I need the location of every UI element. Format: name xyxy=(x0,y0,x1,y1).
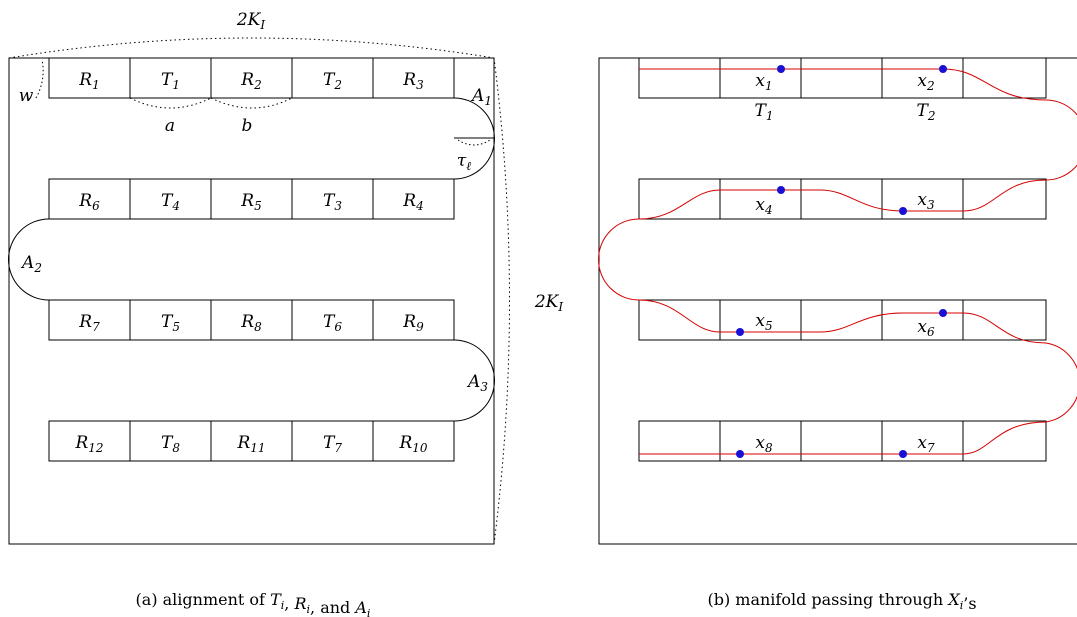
cell-label-R9: R9 xyxy=(402,312,424,334)
point-label-x2: x2 xyxy=(917,71,934,93)
row-4 xyxy=(48,420,455,462)
point-x4 xyxy=(777,186,785,194)
cell-R10 xyxy=(372,420,455,462)
cell-label-T6: T6 xyxy=(323,312,342,334)
b-cell xyxy=(638,420,721,462)
caption-b: (b) manifold passing through Xi’s xyxy=(707,590,976,613)
b-row-1 xyxy=(638,57,1047,99)
a-label: a xyxy=(165,116,175,136)
width-brace xyxy=(8,37,495,59)
arc-label-A2: A2 xyxy=(20,253,42,275)
height-brace xyxy=(493,57,510,545)
point-x5 xyxy=(736,328,744,336)
cell-R3 xyxy=(372,57,455,99)
b-label: b xyxy=(242,116,253,136)
cell-label-R2: R2 xyxy=(240,70,261,92)
arc-A2 xyxy=(8,218,50,301)
cell-label-T8: T8 xyxy=(161,433,180,455)
arc-label-A1: A1 xyxy=(470,86,492,108)
cell-label-R10: R10 xyxy=(398,433,427,455)
point-x7 xyxy=(899,450,907,458)
b-cell xyxy=(800,178,883,220)
b-cell xyxy=(638,178,721,220)
b-cell xyxy=(800,420,883,462)
cell-label-R5: R5 xyxy=(240,191,261,213)
cell-label-R7: R7 xyxy=(78,312,100,334)
b-cell xyxy=(638,299,721,341)
point-label-x4: x4 xyxy=(755,195,772,217)
manifold-curve xyxy=(598,68,1077,455)
b-cell xyxy=(638,57,721,99)
cell-label-T7: T7 xyxy=(323,433,342,455)
tau-label: τℓ xyxy=(457,151,471,173)
b-cell xyxy=(962,57,1047,99)
point-label-x1: x1 xyxy=(755,71,772,93)
b-cell xyxy=(962,420,1047,462)
cell-label-T5: T5 xyxy=(161,312,180,334)
b-cell xyxy=(800,57,883,99)
arc-A1 xyxy=(453,97,495,180)
point-label-x5: x5 xyxy=(755,311,772,333)
b-cell xyxy=(962,178,1047,220)
b-row-3 xyxy=(638,299,1047,341)
arc-label-A3: A3 xyxy=(466,372,488,394)
width-label: 2KI xyxy=(236,10,266,32)
b-label-T2: T2 xyxy=(917,101,936,123)
arc-A3 xyxy=(453,339,495,422)
cell-label-R12: R12 xyxy=(74,433,103,455)
tau-brace xyxy=(457,139,491,146)
cell-label-R6: R6 xyxy=(78,191,100,213)
b-cell xyxy=(962,299,1047,341)
cell-label-R11: R11 xyxy=(236,433,265,455)
point-x8 xyxy=(736,450,744,458)
b-brace xyxy=(210,97,293,109)
row-2 xyxy=(48,178,455,220)
w-label: w xyxy=(19,86,34,106)
b-row-2 xyxy=(638,178,1047,220)
cell-label-T4: T4 xyxy=(161,191,180,213)
cell-R4 xyxy=(372,178,455,220)
panel-b-frame xyxy=(598,57,1077,545)
cell-label-T2: T2 xyxy=(323,70,342,92)
w-brace xyxy=(35,59,44,99)
point-label-x7: x7 xyxy=(917,433,935,455)
row-3 xyxy=(48,299,455,341)
caption-a: (a) alignment of Ti, Ri, and Ai xyxy=(136,590,371,617)
point-x1 xyxy=(777,65,785,73)
point-label-x6: x6 xyxy=(917,317,935,339)
cell-label-R3: R3 xyxy=(402,70,424,92)
cell-label-R1: R1 xyxy=(78,70,99,92)
b-row-4 xyxy=(638,420,1047,462)
cell-label-R8: R8 xyxy=(240,312,262,334)
a-brace xyxy=(129,97,212,109)
height-label: 2KI xyxy=(534,292,564,314)
point-x3 xyxy=(899,207,907,215)
b-cell xyxy=(800,299,883,341)
point-label-x3: x3 xyxy=(917,190,935,212)
b-label-T1: T1 xyxy=(755,101,774,123)
point-x2 xyxy=(939,65,947,73)
cell-label-T1: T1 xyxy=(161,70,180,92)
cell-label-R4: R4 xyxy=(402,191,423,213)
cell-label-T3: T3 xyxy=(323,191,342,213)
cell-R9 xyxy=(372,299,455,341)
row-1 xyxy=(48,57,455,99)
point-x6 xyxy=(939,309,947,317)
point-label-x8: x8 xyxy=(755,433,773,455)
